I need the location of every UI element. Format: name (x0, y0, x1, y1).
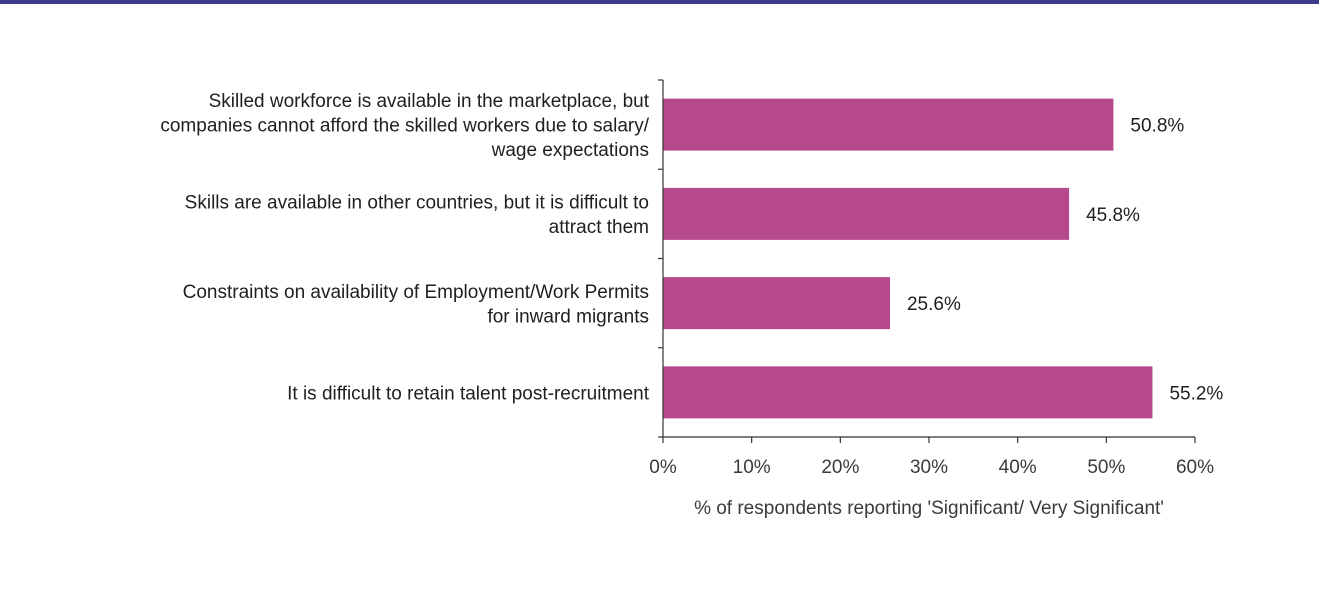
category-label-line: Skilled workforce is available in the ma… (209, 91, 650, 112)
category-label-line: companies cannot afford the skilled work… (160, 116, 649, 137)
value-label: 55.2% (1169, 383, 1223, 404)
value-label: 25.6% (907, 294, 961, 315)
value-label: 45.8% (1086, 205, 1140, 226)
top-rule (0, 0, 1319, 4)
category-label-line: for inward migrants (487, 306, 649, 327)
x-tick-label: 20% (821, 457, 859, 478)
category-label: Constraints on availability of Employmen… (183, 282, 649, 328)
bar[interactable] (663, 277, 890, 330)
x-tick-label: 10% (733, 457, 771, 478)
x-axis-title: % of respondents reporting 'Significant/… (694, 498, 1164, 519)
x-tick-label: 0% (649, 457, 677, 478)
value-label: 50.8% (1130, 116, 1184, 137)
category-label-line: Constraints on availability of Employmen… (183, 282, 649, 303)
x-tick-label: 50% (1087, 457, 1125, 478)
x-tick-label: 60% (1176, 457, 1214, 478)
category-label-line: attract them (549, 217, 649, 238)
x-tick-label: 40% (999, 457, 1037, 478)
bar[interactable] (663, 98, 1114, 151)
category-label: Skilled workforce is available in the ma… (160, 91, 649, 161)
x-tick-label: 30% (910, 457, 948, 478)
bar[interactable] (663, 187, 1070, 240)
bar[interactable] (663, 366, 1153, 419)
category-label: Skills are available in other countries,… (185, 193, 649, 239)
category-label: It is difficult to retain talent post-re… (287, 383, 650, 404)
category-label-line: wage expectations (491, 140, 649, 161)
category-label-line: It is difficult to retain talent post-re… (287, 383, 650, 404)
category-label-line: Skills are available in other countries,… (185, 193, 649, 214)
